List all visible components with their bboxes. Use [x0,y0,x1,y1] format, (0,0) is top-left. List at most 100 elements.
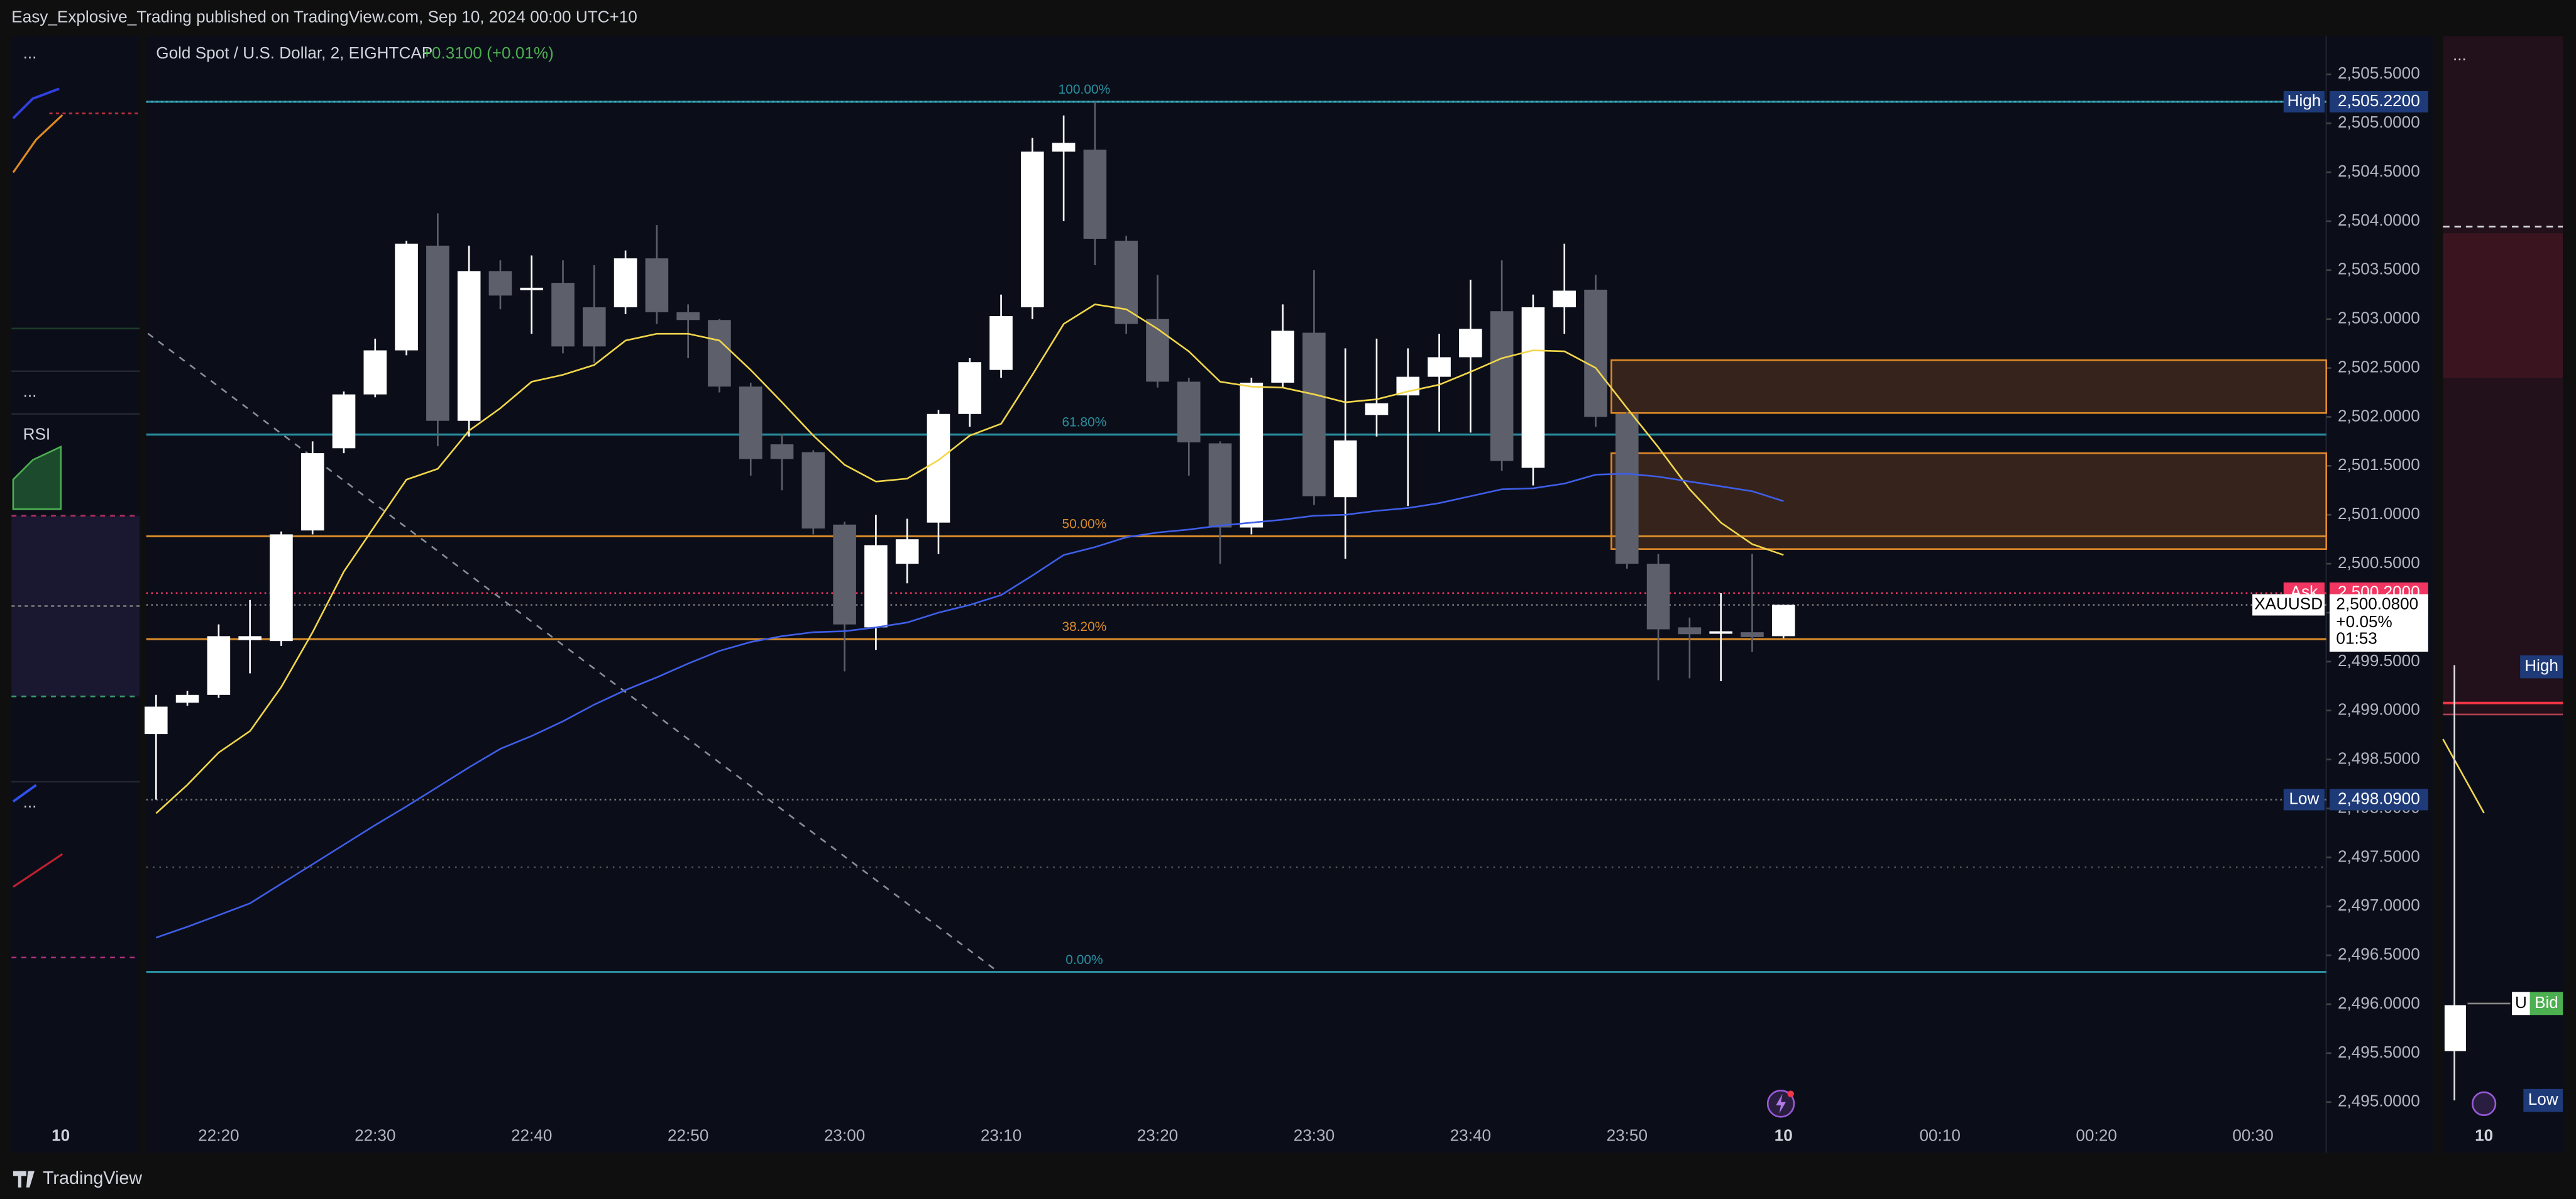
candle-body [1741,632,1764,637]
lightning-icon[interactable] [2472,1091,2497,1116]
mini-line [2442,738,2485,814]
candle-body [363,350,387,395]
menu[interactable]: ... [23,43,37,62]
mini-line [12,114,63,173]
candle-body [1177,381,1201,442]
candle-body [395,243,418,351]
candle-body [770,444,794,459]
y-tick-label: 2,504.5000 [2338,162,2420,180]
candle-body [1521,307,1545,468]
candle-body [457,271,481,421]
fib-label: 61.80% [1062,415,1106,430]
y-tick-label: 2,496.5000 [2338,944,2420,963]
y-tick-label: 2,499.0000 [2338,700,2420,719]
badge [2520,655,2563,679]
y-tick-label: 2,503.0000 [2338,309,2420,327]
lightning-glyph [1776,1093,1786,1114]
candle-body [300,453,324,531]
x-tick-label: 22:30 [355,1126,395,1145]
candle-body [1208,443,1232,528]
symbol: Gold Spot / U.S. Dollar, 2, EIGHTCAP [156,43,432,62]
candle-body [927,413,950,523]
y-tick-label: 2,498.5000 [2338,749,2420,768]
candle-body [989,316,1013,370]
zone [2443,233,2563,378]
x-tick-label: 23:30 [1294,1126,1335,1145]
candle [2444,1005,2466,1051]
trend-line [147,332,999,973]
fib-label: 38.20% [1062,620,1106,634]
badge [2512,992,2530,1016]
candle-body [583,307,606,347]
countdown: 01:53 [2336,628,2377,647]
header-text: Easy_Explosive_Trading published on Trad… [11,8,637,26]
indicator-label: RSI [23,425,51,444]
x-label: 10 [52,1126,70,1145]
candle-body [1553,290,1577,308]
candle-body [1709,631,1732,634]
fib-label: 0.00% [1065,953,1103,967]
candle-body [895,539,919,564]
y-tick-label: 2,502.0000 [2338,406,2420,425]
mini-line [12,784,37,803]
badge-text: U [2515,993,2527,1012]
candle-body [1616,413,1639,564]
badge [2283,789,2325,811]
candle-body [833,524,856,625]
y-tick-label: 2,495.0000 [2338,1092,2420,1110]
candle-body [958,362,982,414]
badge-text: High [2524,656,2558,675]
x-tick-label: 10 [1775,1126,1793,1145]
x-tick-label: 00:20 [2076,1126,2116,1145]
x-tick-label: 23:00 [824,1126,865,1145]
badge [2523,1088,2563,1112]
candle-body [614,258,637,308]
candle-body [708,320,731,387]
badge [2283,90,2325,112]
rsi-area [12,445,62,510]
badge [2329,789,2428,811]
menu[interactable]: ... [23,792,37,811]
x-label: 10 [2475,1126,2493,1145]
candle-body [1021,151,1044,308]
plot: 2,495.0000 2,495.5000 2,496.0000 2,496.5000… [144,63,2428,1145]
badge-label: Low [2289,789,2319,808]
last-symbol-badge [2252,594,2325,616]
indicator-line [155,303,1784,814]
candle-body [144,706,168,735]
y-tick-label: 2,500.5000 [2338,553,2420,572]
badge [2329,90,2428,112]
menu[interactable]: ... [2453,45,2467,64]
candle-body [676,312,700,320]
candle-body [1396,376,1420,396]
badge-text: Bid [2535,993,2558,1012]
y-tick-label: 2,504.0000 [2338,211,2420,229]
footer-brand: TradingView [43,1168,142,1188]
x-tick-label: 23:40 [1450,1126,1491,1145]
x-tick-label: 23:20 [1137,1126,1178,1145]
zone [1610,452,2328,550]
y-tick-label: 2,501.5000 [2338,455,2420,474]
candle-body [1333,440,1357,498]
candle-body [645,258,669,312]
indicator-line [155,473,1784,939]
x-tick-label: 22:20 [198,1126,239,1145]
candle-body [175,694,199,703]
x-tick-label: 22:40 [511,1126,552,1145]
candle-body [1302,332,1326,496]
x-tick-label: 00:30 [2232,1126,2273,1145]
candle-body [739,386,762,459]
candle-body [1052,143,1076,152]
fib-label: 50.00% [1062,517,1106,532]
menu[interactable]: ... [23,382,37,401]
y-tick-label: 2,497.0000 [2338,895,2420,914]
main-panel [146,36,2433,1153]
fib-label: 100.00% [1059,82,1110,97]
y-tick-label: 2,499.5000 [2338,651,2420,670]
logo [13,1171,35,1188]
last-symbol: XAUUSD [2254,594,2323,613]
y-tick-label: 2,505.5000 [2338,63,2420,82]
candle-body [1646,564,1670,630]
x-tick-label: 00:10 [1919,1126,1960,1145]
